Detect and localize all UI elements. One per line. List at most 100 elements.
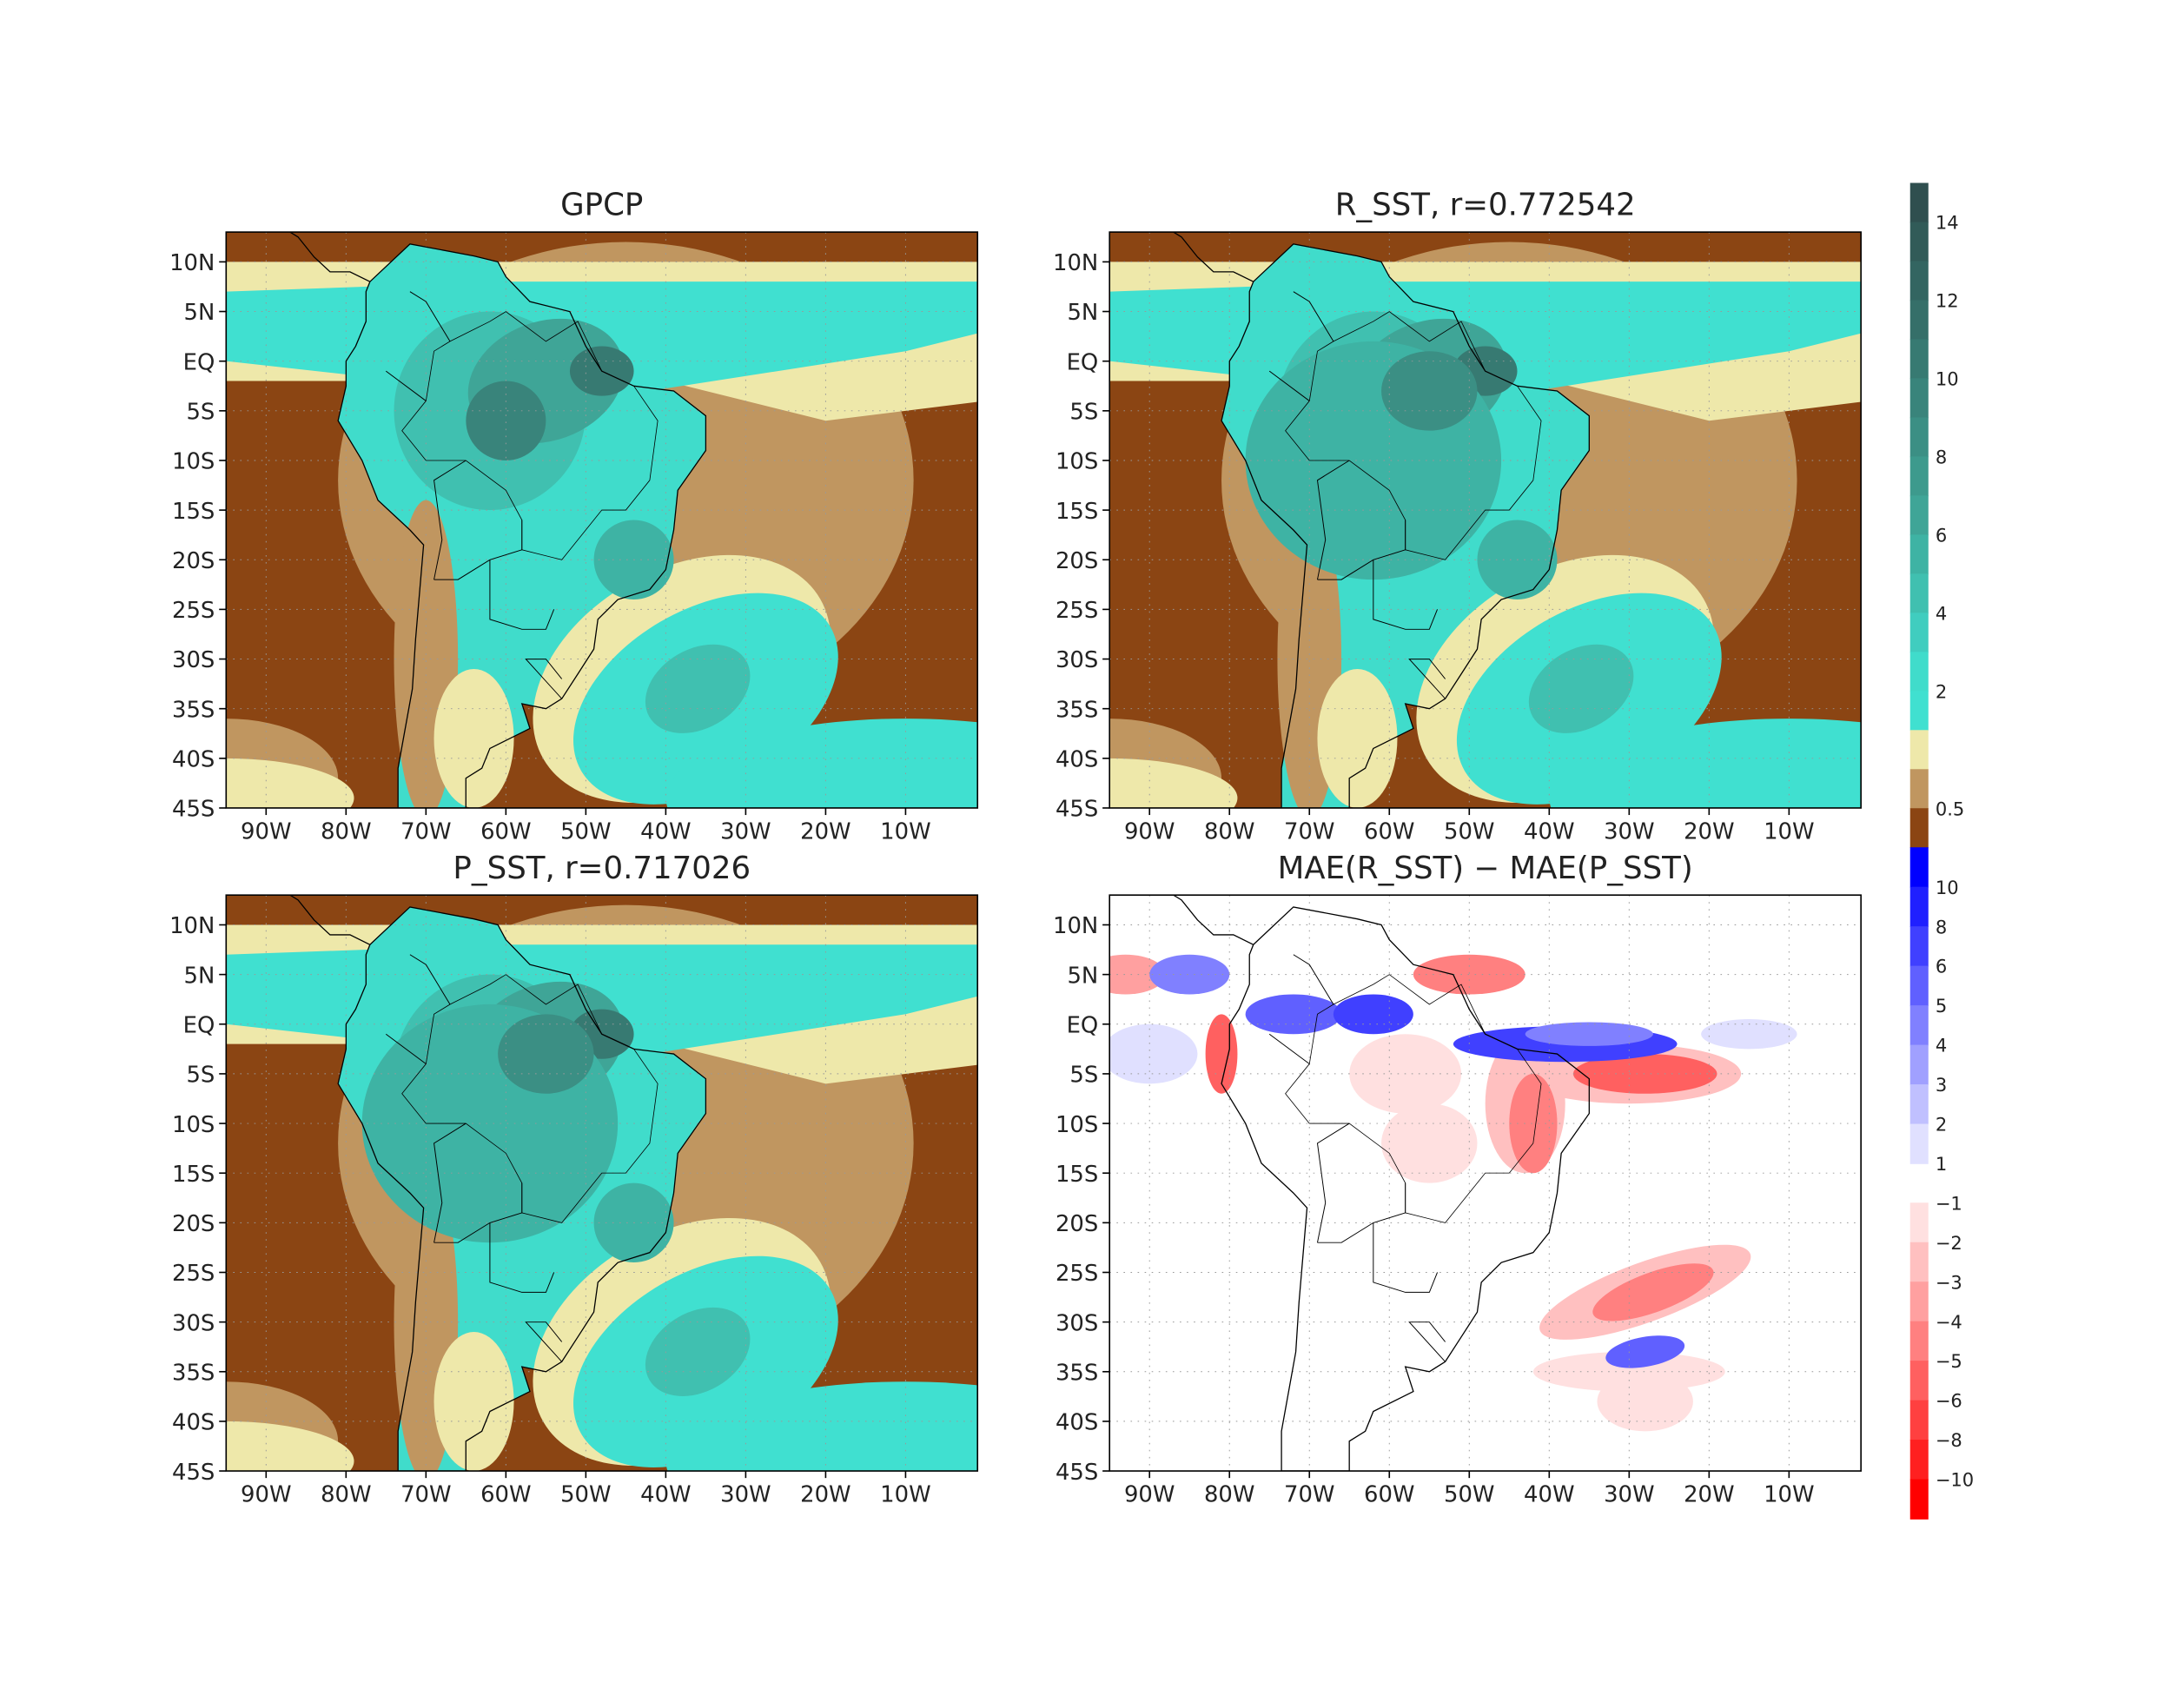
- country-border: [1293, 954, 1334, 1005]
- contour-region: [1528, 644, 1634, 733]
- colorbar-swatch: [1909, 495, 1929, 536]
- colorbar-label: 2: [1936, 680, 1947, 702]
- colorbar-label: −10: [1936, 1469, 1974, 1491]
- colorbar-label: 6: [1936, 956, 1947, 977]
- colorbar-swatch: [1909, 652, 1929, 692]
- country-border: [385, 370, 427, 401]
- map-frame: [1109, 231, 1862, 809]
- y-tick-label: 40S: [1056, 747, 1098, 773]
- x-tick-label: 20W: [800, 1482, 850, 1508]
- country-border: [1293, 291, 1334, 342]
- y-tick-label: 25S: [172, 598, 215, 624]
- map-field: [1109, 895, 1862, 1472]
- y-tick-label: 5N: [1067, 300, 1098, 326]
- contour-region: [433, 1332, 514, 1472]
- contour-region: [1605, 1335, 1685, 1368]
- x-tick-label: 10W: [1764, 1482, 1814, 1508]
- x-tick-label: 30W: [1604, 1482, 1654, 1508]
- map-panel-diff: 90W 80W 70W 60W 50W 40W 30W 20W 10W 10N 5N EQ 5S 10S 1…: [1053, 851, 1862, 1508]
- colorbar-label: −4: [1936, 1311, 1962, 1333]
- contour-region: [645, 644, 751, 733]
- colorbar-label: 4: [1936, 602, 1947, 624]
- colorbar-swatch: [1909, 965, 1929, 1006]
- x-tick-label: 80W: [321, 819, 371, 845]
- colorbar-swatch: [1909, 182, 1929, 223]
- colorbar-swatch: [1909, 456, 1929, 497]
- y-tick-label: 5S: [186, 400, 215, 426]
- y-tick-label: 5N: [184, 963, 215, 989]
- y-tick-label: 10N: [1053, 250, 1098, 276]
- colorbar-label: 10: [1936, 368, 1959, 390]
- y-tick-label: 45S: [172, 1460, 215, 1486]
- country-border: [1373, 1222, 1439, 1293]
- country-border: [1268, 1033, 1310, 1064]
- x-tick-label: 80W: [1204, 819, 1254, 845]
- colorbar-label: 2: [1936, 1114, 1947, 1136]
- colorbar-label: 5: [1936, 995, 1947, 1017]
- x-tick-label: 90W: [1124, 819, 1175, 845]
- colorbar: 14 12 10 8 6 4 2 0.5 10 8 6 5 4 3 2 1 −1 −2 −3 −4 −5 −6 −8 −10: [1909, 182, 1974, 1520]
- y-tick-label: 20S: [1056, 548, 1098, 574]
- y-tick-label: 25S: [1056, 1261, 1098, 1287]
- y-tick-label: 5N: [1067, 963, 1098, 989]
- colorbar-label: 4: [1936, 1035, 1947, 1056]
- colorbar-swatch: [1909, 1202, 1929, 1243]
- colorbar-swatch: [1909, 1282, 1929, 1322]
- y-tick-label: 10S: [1056, 449, 1098, 475]
- map-field: [226, 895, 978, 1472]
- map-panel-rsst: 90W 80W 70W 60W 50W 40W 30W 20W 10W 10N 5N EQ 5S 10S 1…: [1053, 188, 1862, 845]
- x-tick-label: 50W: [1444, 1482, 1494, 1508]
- contour-region: [1597, 1371, 1693, 1432]
- x-tick-label: 40W: [640, 1482, 691, 1508]
- country-border: [401, 311, 659, 560]
- contour-region: [466, 381, 546, 460]
- y-tick-label: 10S: [172, 1112, 215, 1138]
- colorbar-swatch: [1909, 1044, 1929, 1085]
- country-border: [489, 1222, 555, 1293]
- x-tick-label: 60W: [480, 1482, 531, 1508]
- colorbar-swatch: [1909, 378, 1929, 419]
- country-border: [1316, 1123, 1350, 1243]
- y-tick-label: 30S: [172, 1310, 215, 1336]
- contour-region: [1381, 351, 1478, 431]
- y-tick-label: 40S: [172, 747, 215, 773]
- y-tick-label: 10S: [1056, 1112, 1098, 1138]
- y-tick-label: 15S: [172, 499, 215, 525]
- colorbar-swatch: [1909, 730, 1929, 771]
- y-tick-label: 20S: [1056, 1211, 1098, 1237]
- x-tick-label: 20W: [800, 819, 850, 845]
- y-tick-label: 30S: [1056, 1310, 1098, 1336]
- map-panel-gpcp: 90W 80W 70W 60W 50W 40W 30W 20W 10W 10N 5N EQ 5S 10S 1…: [169, 188, 979, 845]
- x-tick-label: 80W: [321, 1482, 371, 1508]
- y-tick-label: 30S: [1056, 647, 1098, 673]
- contour-region: [1572, 1054, 1717, 1094]
- colorbar-swatch: [1909, 808, 1929, 849]
- contour-region: [1381, 1103, 1478, 1183]
- y-tick-label: 10N: [169, 913, 215, 939]
- y-tick-label: 5S: [186, 1063, 215, 1089]
- y-tick-label: 35S: [172, 697, 215, 723]
- country-border: [1373, 560, 1439, 630]
- y-tick-label: 15S: [172, 1162, 215, 1188]
- map-frame: [1109, 894, 1862, 1472]
- map-panel-psst: 90W 80W 70W 60W 50W 40W 30W 20W 10W 10N 5N EQ 5S 10S 1…: [169, 851, 979, 1508]
- y-tick-label: 30S: [172, 647, 215, 673]
- colorbar-swatch: [1909, 339, 1929, 380]
- colorbar-label: 3: [1936, 1074, 1947, 1096]
- x-tick-label: 30W: [720, 1482, 771, 1508]
- colorbar-swatch: [1909, 847, 1929, 888]
- colorbar-label: 1: [1936, 1153, 1947, 1175]
- contour-region: [1525, 1022, 1653, 1046]
- colorbar-swatch: [1909, 261, 1929, 301]
- colorbar-swatch: [1909, 222, 1929, 262]
- x-tick-label: 50W: [560, 819, 611, 845]
- x-tick-label: 40W: [1524, 819, 1574, 845]
- y-tick-label: EQ: [1067, 1012, 1099, 1038]
- y-tick-label: EQ: [1067, 349, 1099, 375]
- y-tick-label: 35S: [172, 1360, 215, 1386]
- country-border: [433, 460, 467, 580]
- map-frame: [225, 231, 979, 809]
- y-tick-label: 35S: [1056, 1360, 1098, 1386]
- colorbar-label: 10: [1936, 877, 1959, 898]
